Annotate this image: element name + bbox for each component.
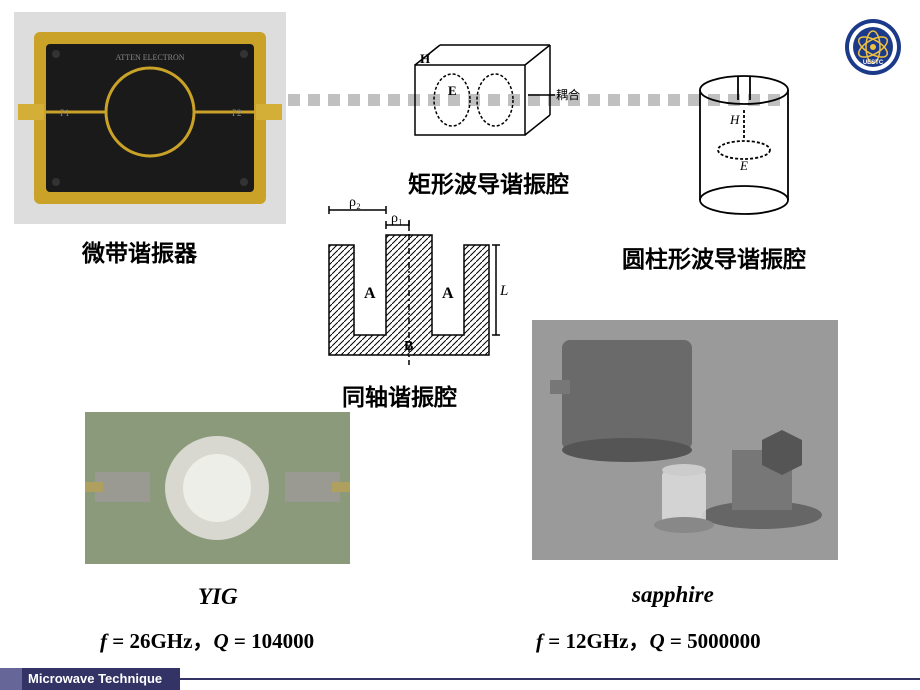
svg-text:H: H: [420, 51, 430, 66]
sap-f-val: = 12GHz，: [543, 629, 649, 653]
svg-text:A: A: [364, 285, 376, 302]
yig-f-val: = 26GHz，: [107, 629, 213, 653]
sapphire-image: [532, 320, 838, 560]
yig-formula: f = 26GHz，Q = 104000: [100, 625, 314, 655]
yig-f-var: f: [100, 629, 107, 653]
svg-text:ρ₁: ρ₁: [391, 211, 403, 226]
sapphire-formula: f = 12GHz，Q = 5000000: [536, 625, 761, 655]
microstrip-resonator-image: ATTEN ELECTRON P1 P2: [14, 12, 286, 224]
svg-text:E: E: [448, 83, 457, 98]
svg-text:UESTC: UESTC: [863, 60, 884, 66]
uestc-logo: UESTC: [844, 18, 902, 76]
svg-text:耦合孔: 耦合孔: [556, 87, 580, 102]
svg-text:E: E: [739, 158, 748, 173]
svg-text:B: B: [404, 339, 413, 354]
svg-text:A: A: [442, 285, 454, 302]
footer: Microwave Technique: [0, 668, 920, 690]
microstrip-caption: 微带谐振器: [82, 234, 197, 268]
sap-q-val: = 5000000: [665, 629, 761, 653]
yig-caption: YIG: [198, 584, 238, 610]
yig-q-val: = 104000: [229, 629, 314, 653]
svg-text:L: L: [499, 283, 508, 299]
sap-f-var: f: [536, 629, 543, 653]
rectangular-cavity-diagram: H E 耦合孔: [400, 25, 580, 155]
yig-image: [85, 412, 350, 564]
cylindrical-caption: 圆柱形波导谐振腔: [622, 240, 806, 274]
yig-q-var: Q: [213, 629, 228, 653]
svg-text:ATTEN ELECTRON: ATTEN ELECTRON: [115, 53, 184, 62]
footer-accent: [0, 668, 22, 690]
footer-label: Microwave Technique: [22, 668, 180, 690]
footer-line: [180, 678, 920, 680]
svg-text:ρ₂: ρ₂: [349, 195, 361, 210]
svg-text:P1: P1: [60, 108, 70, 118]
coaxial-caption: 同轴谐振腔: [342, 378, 457, 412]
coaxial-cavity-diagram: ρ₂ ρ₁ A A B L: [314, 190, 509, 365]
svg-text:P2: P2: [232, 108, 242, 118]
svg-text:H: H: [729, 112, 740, 127]
sap-q-var: Q: [649, 629, 664, 653]
cylindrical-cavity-diagram: H E: [680, 70, 808, 220]
sapphire-caption: sapphire: [632, 582, 714, 608]
